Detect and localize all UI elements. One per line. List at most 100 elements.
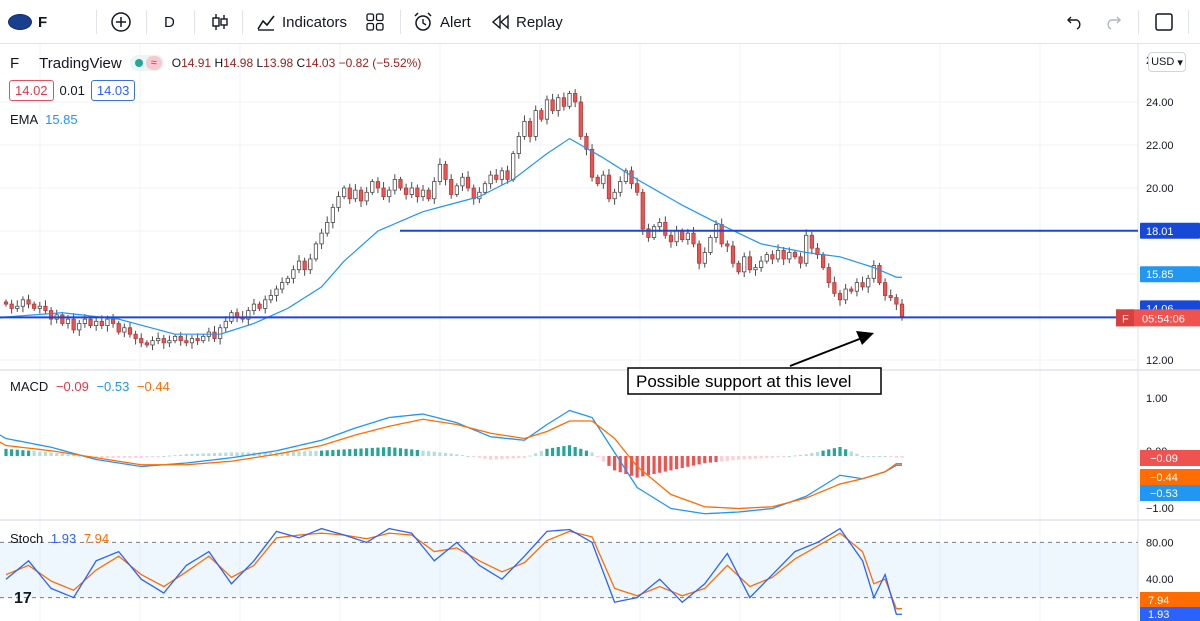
candle-body bbox=[527, 120, 533, 137]
candle-body bbox=[708, 237, 713, 253]
candle-body bbox=[404, 187, 409, 195]
candle-body bbox=[623, 170, 628, 182]
macd-histogram-bar bbox=[348, 449, 352, 456]
chart-canvas[interactable]: Possible support at this level 24.00 22.00… bbox=[0, 44, 1200, 621]
candle-body bbox=[640, 191, 645, 230]
ema-line bbox=[0, 137, 902, 335]
wave-icon: ≈ bbox=[145, 56, 162, 70]
alarm-clock-icon bbox=[414, 12, 432, 31]
macd-histogram-bar bbox=[477, 456, 481, 458]
candle-body bbox=[465, 176, 471, 189]
macd-histogram-bar bbox=[4, 448, 8, 456]
candle-body bbox=[437, 163, 443, 182]
candle-body bbox=[747, 256, 752, 271]
macd-histogram-bar bbox=[646, 456, 651, 476]
bid-button[interactable]: 14.02 bbox=[9, 80, 54, 101]
redo-button[interactable] bbox=[1104, 0, 1122, 44]
candle-body bbox=[697, 243, 702, 264]
alert-button[interactable]: Alert bbox=[412, 0, 471, 44]
macd-histogram-bar bbox=[590, 452, 594, 456]
candle-body bbox=[792, 252, 798, 258]
interval-label: D bbox=[164, 13, 175, 31]
macd-histogram-bar bbox=[883, 456, 887, 457]
macd-histogram-bar bbox=[297, 451, 301, 456]
candle-body bbox=[88, 318, 93, 326]
macd-histogram-bar bbox=[832, 448, 836, 456]
macd-histogram-bar bbox=[556, 447, 560, 456]
macd-histogram-bar bbox=[173, 455, 177, 457]
chart-type-button[interactable] bbox=[210, 0, 230, 44]
macd-histogram-bar bbox=[460, 455, 465, 457]
macd-histogram-bar bbox=[179, 454, 183, 456]
macd-histogram-bar bbox=[584, 450, 589, 456]
candle-body bbox=[730, 245, 736, 264]
replay-label: Replay bbox=[516, 13, 563, 31]
tradingview-logo[interactable]: 17 bbox=[14, 590, 32, 608]
candles-icon bbox=[212, 14, 228, 30]
macd-histogram-bar bbox=[66, 454, 70, 456]
candle-body bbox=[595, 176, 600, 185]
candle-body bbox=[71, 318, 76, 331]
candle-body bbox=[888, 295, 893, 299]
candle-body bbox=[60, 314, 65, 324]
interval-button[interactable]: D bbox=[164, 0, 175, 44]
replay-button[interactable]: Replay bbox=[492, 0, 563, 44]
candle-body bbox=[657, 221, 662, 228]
macd-histogram-bar bbox=[573, 447, 577, 456]
candle-body bbox=[189, 338, 195, 344]
candle-body bbox=[894, 297, 899, 305]
toolbar-divider bbox=[194, 10, 195, 34]
macd-histogram-bar bbox=[421, 450, 425, 456]
symbol-tag: F bbox=[1122, 313, 1129, 325]
currency-button[interactable]: USD ▾ bbox=[1148, 52, 1186, 72]
macd-histogram-bar bbox=[111, 456, 115, 458]
fullscreen-button[interactable] bbox=[1154, 0, 1174, 44]
candle-body bbox=[533, 110, 538, 137]
macd-value-tag: −0.09 bbox=[1150, 453, 1178, 465]
indicators-button[interactable]: Indicators bbox=[256, 0, 347, 44]
macd-histogram-bar bbox=[404, 448, 408, 456]
macd-histogram-bar bbox=[246, 452, 250, 456]
undo-button[interactable] bbox=[1066, 0, 1084, 44]
candle-body bbox=[815, 247, 820, 256]
macd-histogram-bar bbox=[613, 456, 617, 471]
macd-histogram-bar bbox=[776, 456, 780, 458]
macd-histogram-bar bbox=[370, 447, 374, 456]
macd-histogram-bar bbox=[770, 456, 774, 458]
macd-tick-label: −1.00 bbox=[1146, 503, 1174, 515]
macd-histogram-bar bbox=[331, 450, 335, 456]
candle-body bbox=[347, 187, 352, 200]
candle-body bbox=[651, 226, 657, 238]
macd-legend: MACD −0.09 −0.53 −0.44 bbox=[10, 379, 170, 394]
macd-histogram-bar bbox=[415, 450, 419, 456]
macd-histogram-bar bbox=[150, 456, 155, 457]
stoch-d-value: 7.94 bbox=[83, 531, 110, 546]
candle-body bbox=[223, 320, 228, 329]
candle-body bbox=[680, 230, 685, 240]
grid-icon bbox=[366, 13, 384, 31]
toolbar-divider bbox=[1188, 10, 1189, 34]
candle-body bbox=[764, 254, 769, 262]
candle-body bbox=[116, 323, 121, 333]
legend-source: TradingView bbox=[39, 54, 122, 72]
stoch-k-value: 1.93 bbox=[50, 531, 77, 546]
ask-button[interactable]: 14.03 bbox=[90, 80, 136, 101]
stoch-tick-label: 40.00 bbox=[1146, 574, 1174, 586]
macd-histogram-bar bbox=[336, 449, 341, 456]
candle-body bbox=[161, 338, 166, 344]
macd-signal-line bbox=[0, 418, 902, 510]
macd-histogram-bar bbox=[494, 456, 498, 460]
macd-histogram-bar bbox=[872, 456, 876, 457]
macd-histogram-bar bbox=[353, 448, 357, 456]
ford-logo-icon bbox=[8, 14, 32, 30]
market-status-badge[interactable]: ≈ bbox=[129, 55, 164, 71]
macd-histogram-bar bbox=[134, 456, 138, 458]
macd-histogram-bar bbox=[810, 453, 814, 456]
price-tick-label: 24.00 bbox=[1146, 97, 1174, 109]
candle-body bbox=[556, 97, 561, 111]
macd-tick-label: 1.00 bbox=[1146, 393, 1167, 405]
symbol-button[interactable]: F bbox=[8, 0, 47, 44]
candle-body bbox=[139, 338, 144, 344]
templates-button[interactable] bbox=[366, 0, 384, 44]
compare-button[interactable] bbox=[110, 0, 132, 44]
